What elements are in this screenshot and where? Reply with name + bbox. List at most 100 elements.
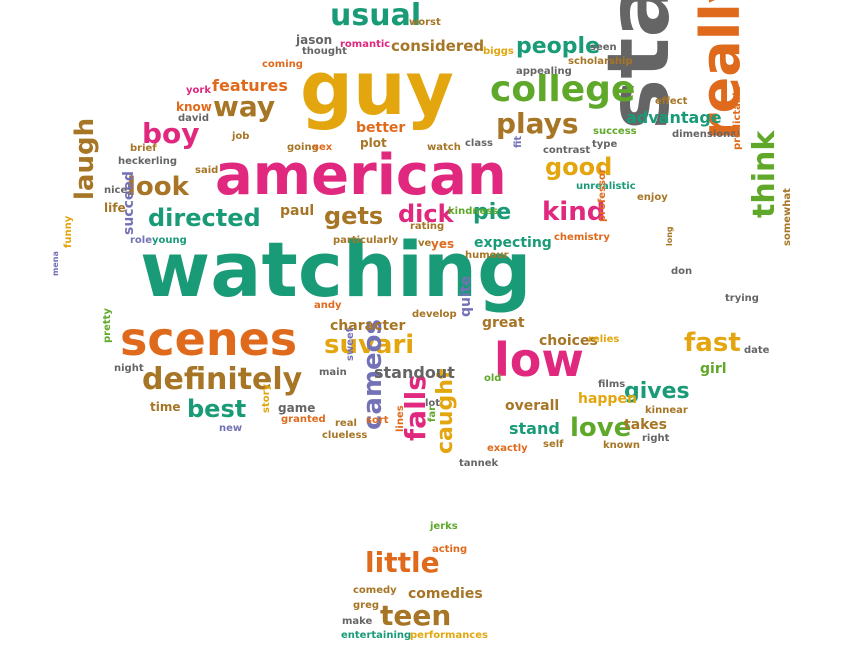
cloud-word: self	[543, 439, 564, 450]
cloud-word: comedy	[353, 585, 397, 596]
cloud-word: particularly	[333, 235, 399, 246]
cloud-word: develop	[412, 309, 457, 320]
cloud-word: old	[484, 373, 502, 384]
cloud-word: films	[598, 379, 626, 390]
cloud-word: low	[494, 333, 584, 387]
cloud-word: andy	[314, 300, 342, 311]
cloud-word: granted	[281, 414, 326, 425]
cloud-word: success	[593, 126, 637, 137]
cloud-word: seen	[590, 42, 617, 53]
cloud-word: mena	[51, 251, 60, 276]
cloud-word: advantage	[626, 108, 722, 127]
cloud-word: plot	[360, 136, 387, 150]
cloud-word: stand	[509, 419, 560, 438]
cloud-word: job	[232, 131, 250, 142]
cloud-word: good	[545, 153, 613, 181]
cloud-word: sex	[313, 142, 333, 153]
cloud-word: kindness	[448, 206, 499, 217]
cloud-word: definitely	[142, 362, 303, 397]
cloud-word: funny	[63, 215, 74, 248]
cloud-word: brief	[130, 143, 157, 154]
cloud-word: gives	[624, 379, 690, 404]
cloud-word: appealing	[516, 66, 572, 77]
cloud-word: trying	[725, 293, 759, 304]
cloud-word: best	[187, 395, 247, 423]
cloud-word: main	[319, 367, 347, 378]
cloud-word: relies	[588, 334, 620, 345]
cloud-word: york	[186, 85, 211, 96]
cloud-word: class	[465, 138, 494, 149]
cloud-word: entertaining	[341, 630, 412, 641]
cloud-word: tannek	[459, 458, 499, 469]
cloud-word: fit	[513, 135, 524, 148]
cloud-word: scenes	[120, 312, 298, 366]
cloud-word: plays	[496, 107, 579, 140]
cloud-word: boy	[142, 117, 200, 150]
cloud-word: life	[104, 201, 126, 215]
cloud-word: think	[747, 130, 782, 218]
cloud-word: watching	[140, 225, 532, 314]
cloud-word: comedies	[408, 586, 483, 602]
cloud-word: going	[287, 142, 319, 153]
cloud-word: people	[516, 34, 600, 59]
cloud-word: make	[342, 616, 373, 627]
cloud-word: sort	[366, 415, 389, 426]
cloud-word: dimensional	[672, 129, 741, 140]
cloud-word: girl	[700, 361, 727, 377]
cloud-word: night	[114, 363, 144, 374]
cloud-word: known	[603, 440, 640, 451]
cloud-word: character	[330, 318, 406, 334]
cloud-word: suvari	[324, 330, 415, 360]
cloud-word: takes	[624, 417, 667, 433]
cloud-word: standout	[374, 363, 455, 382]
cloud-word: worst	[409, 17, 441, 28]
cloud-word: chemistry	[554, 232, 610, 243]
cloud-word: performances	[410, 630, 488, 641]
cloud-word: little	[365, 546, 440, 579]
cloud-word: game	[278, 401, 316, 415]
cloud-word: predictable	[732, 85, 743, 150]
cloud-word: better	[356, 120, 406, 136]
cloud-word: usual	[330, 0, 422, 33]
cloud-word: role	[130, 235, 153, 246]
cloud-word: kinnear	[645, 405, 688, 416]
cloud-word: sweet	[345, 327, 356, 361]
cloud-word: happen	[578, 391, 637, 407]
cloud-word: somewhat	[782, 188, 793, 246]
cloud-word: new	[219, 423, 243, 434]
cloud-word: watch	[427, 142, 461, 153]
cloud-word: guy	[300, 46, 454, 132]
cloud-word: features	[212, 76, 288, 95]
cloud-word: teen	[380, 599, 452, 632]
cloud-word: thought	[302, 46, 347, 57]
cloud-word: contrast	[543, 145, 591, 156]
cloud-word: college	[490, 69, 636, 110]
cloud-word: romantic	[340, 39, 391, 50]
cloud-word: rating	[410, 221, 445, 232]
cloud-word: right	[642, 433, 670, 444]
cloud-word: ve	[418, 238, 432, 249]
cloud-word: acting	[432, 544, 468, 555]
cloud-word: exactly	[487, 443, 528, 454]
cloud-word: date	[744, 345, 770, 356]
cloud-word: heckerling	[118, 156, 178, 167]
cloud-word: scholarship	[568, 56, 633, 67]
cloud-word: david	[178, 113, 210, 124]
cloud-word: considered	[391, 37, 485, 55]
cloud-word: know	[176, 100, 212, 114]
cloud-word: story	[261, 383, 272, 413]
cloud-word: long	[665, 226, 674, 246]
cloud-word: type	[592, 139, 618, 150]
cloud-word: greg	[353, 600, 380, 611]
cloud-word: look	[127, 172, 189, 202]
cloud-word: gets	[324, 202, 384, 230]
cloud-word: clueless	[322, 430, 368, 441]
cloud-word: unrealistic	[576, 181, 636, 192]
cloud-word: don	[671, 266, 693, 277]
cloud-word: time	[150, 400, 181, 414]
cloud-word: dick	[398, 200, 454, 228]
cloud-word: overall	[505, 398, 560, 414]
cloud-word: nice	[104, 185, 128, 196]
cloud-word: effect	[655, 96, 688, 107]
